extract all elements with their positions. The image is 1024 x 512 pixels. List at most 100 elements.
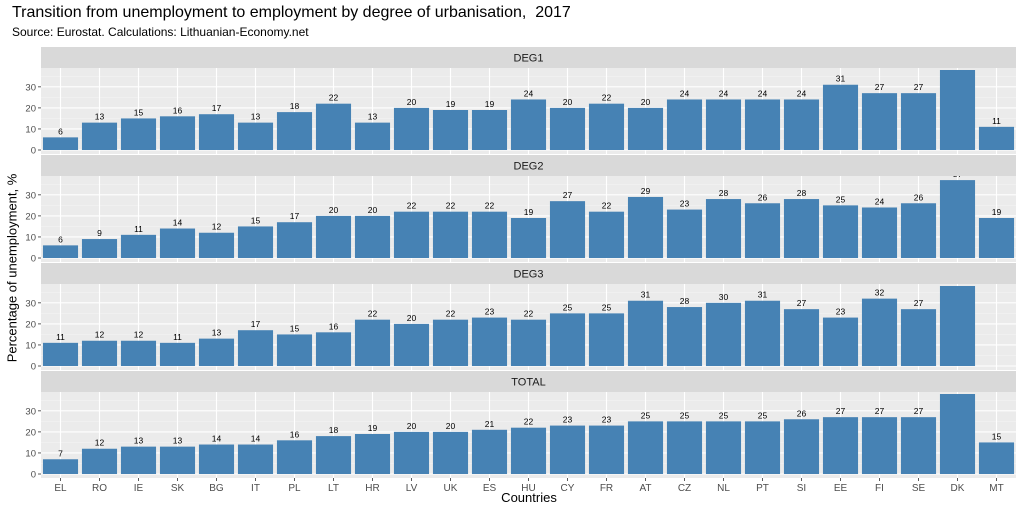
bar-se [900,93,937,150]
bar-fi [861,417,898,474]
data-label: 19 [992,207,1002,217]
data-label: 26 [758,192,768,202]
y-tick-label: 0 [31,146,36,157]
data-label: 20 [641,97,651,107]
bar-lv [393,323,430,366]
data-label: 26 [797,408,807,418]
data-label: 24 [797,88,807,98]
data-label: 19 [524,207,534,217]
data-label: 32 [875,288,885,298]
x-tick-label: FI [875,483,884,494]
data-label: 22 [446,309,456,319]
data-label: 14 [251,434,261,444]
bar-hr [354,319,391,366]
data-label: 27 [563,190,573,200]
data-label: 12 [95,330,105,340]
x-tick-label: CZ [678,483,691,494]
facet-strip [41,47,1016,68]
bar-ro [81,239,118,258]
x-tick-label: BG [209,483,224,494]
data-label: 22 [485,201,495,211]
data-label: 25 [758,410,768,420]
bar-se [900,417,937,474]
bar-bg [198,338,235,366]
chart-subtitle: Source: Eurostat. Calculations: Lithuani… [12,25,309,39]
bar-pl [276,222,313,258]
y-tick-label: 20 [25,319,36,330]
facet-label: DEG1 [514,53,544,65]
y-tick-label: 0 [31,254,36,265]
x-tick-label: HU [521,483,535,494]
bar-si [783,199,820,258]
data-label: 23 [602,415,612,425]
bar-fi [861,207,898,258]
bar-nl [705,99,742,150]
x-tick-label: IT [251,483,260,494]
data-label: 22 [602,201,612,211]
data-label: 20 [407,421,417,431]
data-label: 15 [290,323,300,333]
data-label: 12 [134,330,144,340]
bar-fr [588,211,625,258]
bar-es [471,110,508,150]
data-label: 17 [290,211,300,221]
data-label: 38 [953,275,963,285]
data-label: 13 [212,328,222,338]
data-label: 22 [368,309,378,319]
data-label: 25 [719,410,729,420]
bar-fr [588,425,625,474]
bar-uk [432,211,469,258]
bar-cy [549,313,586,366]
bar-pl [276,440,313,474]
x-tick-label: CY [561,483,575,494]
data-label: 31 [758,290,768,300]
data-label: 11 [134,224,143,234]
data-label: 7 [58,448,63,458]
data-label: 20 [407,313,417,323]
data-label: 27 [914,298,924,308]
bar-hr [354,215,391,258]
data-label: 25 [563,302,573,312]
data-label: 25 [602,302,612,312]
data-label: 24 [680,88,690,98]
bar-ee [822,205,859,258]
data-label: 27 [914,406,924,416]
bar-ee [822,417,859,474]
data-label: 23 [563,415,573,425]
data-label: 20 [329,205,339,215]
y-tick-label: 10 [25,124,36,135]
y-tick-label: 0 [31,470,36,481]
bar-el [42,245,79,258]
data-label: 22 [407,201,417,211]
bar-ie [120,446,157,474]
y-tick-label: 20 [25,427,36,438]
data-label: 21 [485,419,495,429]
bar-hr [354,434,391,474]
data-label: 38 [953,383,963,393]
bar-ro [81,448,118,474]
data-label: 22 [446,201,456,211]
bar-dk [939,286,976,366]
data-label: 28 [680,296,690,306]
bar-cz [666,209,703,258]
x-tick-label: SI [797,483,806,494]
data-label: 24 [758,88,768,98]
bar-lt [315,332,352,366]
x-tick-label: EL [54,483,67,494]
bar-dk [939,180,976,258]
data-label: 11 [992,116,1001,126]
bar-cy [549,425,586,474]
bar-at [627,196,664,258]
data-label: 27 [914,82,924,92]
bar-lt [315,103,352,150]
data-label: 19 [368,423,378,433]
data-label: 13 [173,436,183,446]
bar-uk [432,110,469,150]
y-tick-label: 20 [25,211,36,222]
bar-ee [822,317,859,366]
bars: 7 12 13 13 14 14 16 18 19 20 20 21 22 23 23 25 25 25 25 26 2… [42,383,1015,474]
bar-hr [354,122,391,150]
bar-pt [744,421,781,474]
bar-mt [978,442,1015,474]
data-label: 31 [641,290,651,300]
